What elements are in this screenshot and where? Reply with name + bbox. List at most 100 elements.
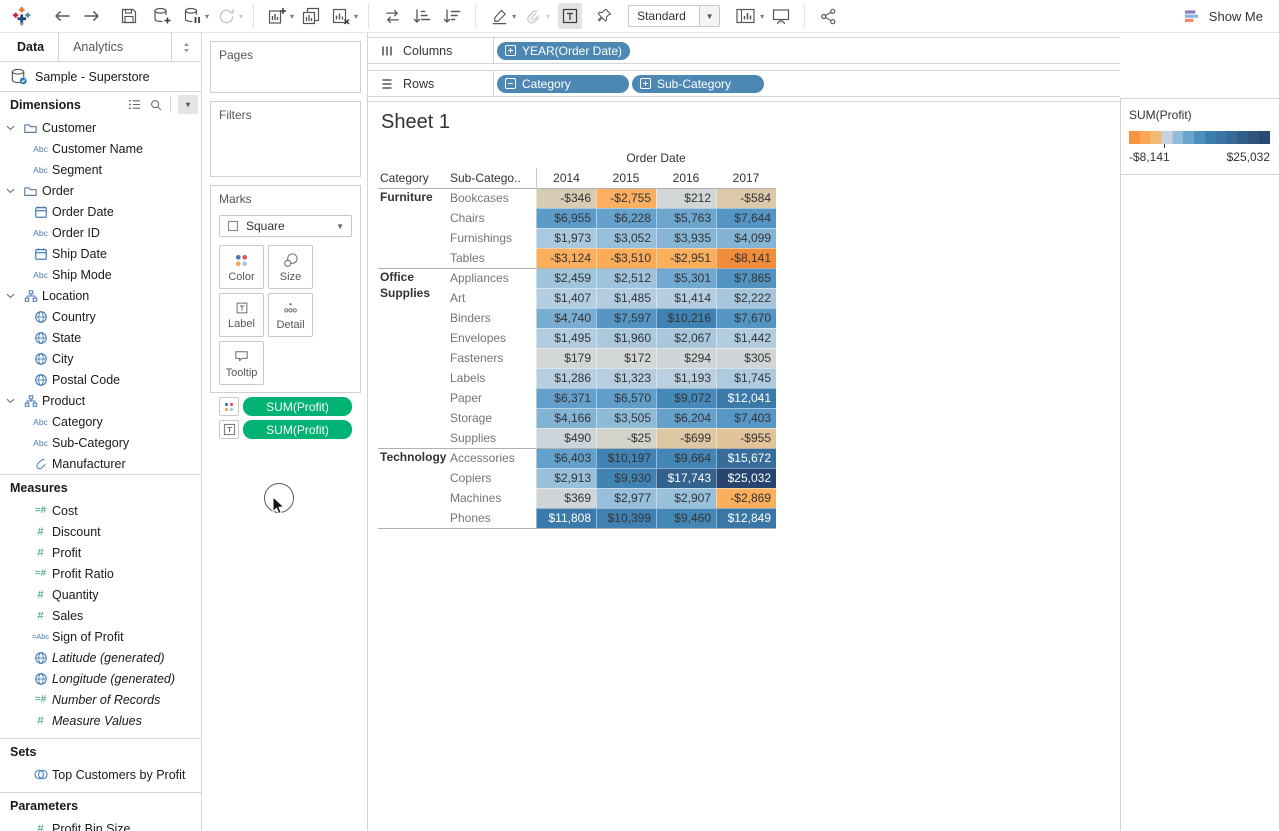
collapse-icon[interactable] — [505, 78, 516, 89]
value-cell[interactable]: $2,913 — [536, 468, 596, 488]
column-header-year[interactable]: 2015 — [612, 171, 640, 185]
value-cell[interactable]: $11,808 — [536, 508, 596, 528]
field-category[interactable]: Abc Category — [0, 411, 201, 432]
legend-gradient[interactable] — [1129, 131, 1270, 148]
row-subcategory-label[interactable]: Copiers — [450, 470, 492, 485]
highlight-button[interactable] — [487, 3, 511, 29]
value-cell[interactable]: $6,204 — [656, 408, 716, 428]
value-cell[interactable]: $2,222 — [716, 288, 776, 308]
share-workbook-button[interactable] — [816, 3, 840, 29]
field-postal-code[interactable]: Postal Code — [0, 369, 201, 390]
value-cell[interactable]: $1,407 — [536, 288, 596, 308]
value-cell[interactable]: $7,403 — [716, 408, 776, 428]
value-cell[interactable]: $12,041 — [716, 388, 776, 408]
find-field-icon[interactable] — [149, 98, 163, 112]
redo-button[interactable] — [80, 3, 104, 29]
field-customer-name[interactable]: Abc Customer Name — [0, 138, 201, 159]
row-subcategory-label[interactable]: Storage — [450, 410, 493, 425]
row-subcategory-label[interactable]: Binders — [450, 310, 491, 325]
save-button[interactable] — [117, 3, 141, 29]
field-profit-bin-size[interactable]: # Profit Bin Size — [0, 818, 201, 831]
swap-rows-columns-button[interactable] — [380, 3, 404, 29]
value-cell[interactable]: -$584 — [716, 188, 776, 208]
row-category-label[interactable]: Furniture — [378, 188, 448, 268]
row-subcategory-label[interactable]: Bookcases — [448, 188, 536, 208]
row-category-label[interactable]: Office Supplies — [378, 268, 448, 448]
filters-shelf[interactable]: Filters — [210, 101, 361, 177]
row-subcategory-label[interactable]: Appliances — [448, 268, 536, 288]
value-cell[interactable]: $10,197 — [596, 448, 656, 468]
value-cell[interactable]: $12,849 — [716, 508, 776, 528]
field-profit-ratio[interactable]: =# Profit Ratio — [0, 563, 201, 584]
field-segment[interactable]: Abc Segment — [0, 159, 201, 180]
value-cell[interactable]: $5,301 — [656, 268, 716, 288]
value-cell[interactable]: $6,570 — [596, 388, 656, 408]
value-cell[interactable]: $1,973 — [536, 228, 596, 248]
field-order-date[interactable]: Order Date — [0, 201, 201, 222]
color-button[interactable]: Color — [219, 245, 264, 289]
columns-shelf[interactable]: Columns YEAR(Order Date) — [368, 37, 1120, 64]
value-cell[interactable]: $212 — [656, 188, 716, 208]
value-cell[interactable]: $305 — [716, 348, 776, 368]
clear-sheet-button[interactable] — [329, 3, 353, 29]
value-cell[interactable]: $5,763 — [656, 208, 716, 228]
value-cell[interactable]: $1,323 — [596, 368, 656, 388]
column-header-year[interactable]: 2017 — [732, 171, 760, 185]
pill-category[interactable]: Category — [497, 74, 629, 93]
new-worksheet-button[interactable] — [265, 3, 289, 29]
pill-year-order-date[interactable]: YEAR(Order Date) — [497, 41, 631, 60]
value-cell[interactable]: $1,485 — [596, 288, 656, 308]
value-cell[interactable]: $4,740 — [536, 308, 596, 328]
field-sub-category[interactable]: Abc Sub-Category — [0, 432, 201, 453]
value-cell[interactable]: $4,166 — [536, 408, 596, 428]
value-cell[interactable]: $1,286 — [536, 368, 596, 388]
view-as-list-icon[interactable] — [127, 98, 142, 111]
pane-sort-button[interactable] — [171, 33, 201, 61]
duplicate-sheet-button[interactable] — [299, 3, 323, 29]
value-cell[interactable]: $1,495 — [536, 328, 596, 348]
tableau-logo-icon[interactable] — [12, 6, 31, 26]
show-hide-cards-button[interactable] — [733, 3, 759, 29]
sort-ascending-button[interactable] — [410, 3, 434, 29]
value-cell[interactable]: -$2,755 — [596, 188, 656, 208]
tooltip-button[interactable]: Tooltip — [219, 341, 264, 385]
row-subcategory-label[interactable]: Art — [450, 290, 466, 305]
row-subcategory-label[interactable]: Supplies — [450, 430, 497, 445]
field-ship-date[interactable]: Ship Date — [0, 243, 201, 264]
value-cell[interactable]: -$3,510 — [596, 248, 656, 268]
value-cell[interactable]: $2,512 — [596, 268, 656, 288]
value-cell[interactable]: $1,960 — [596, 328, 656, 348]
value-cell[interactable]: $294 — [656, 348, 716, 368]
field-location[interactable]: Location — [0, 285, 201, 306]
rows-shelf[interactable]: Rows Category Sub-Category — [368, 70, 1120, 97]
highlight-caret-icon[interactable]: ▾ — [512, 11, 517, 21]
datasource-row[interactable]: Sample - Superstore — [0, 62, 201, 91]
row-subcategory-label[interactable]: Accessories — [448, 448, 536, 468]
value-cell[interactable]: $7,670 — [716, 308, 776, 328]
field-top-customers-by-profit[interactable]: Top Customers by Profit — [0, 764, 201, 785]
row-subcategory-label[interactable]: Chairs — [450, 210, 485, 225]
value-cell[interactable]: $1,414 — [656, 288, 716, 308]
color-target-icon[interactable] — [219, 397, 239, 416]
color-legend-card[interactable]: SUM(Profit) -$8,141 $25,032 — [1120, 98, 1279, 175]
value-cell[interactable]: -$2,869 — [716, 488, 776, 508]
clear-sheet-caret-icon[interactable]: ▾ — [354, 11, 359, 21]
field-product[interactable]: Product — [0, 390, 201, 411]
value-cell[interactable]: $179 — [536, 348, 596, 368]
field-quantity[interactable]: # Quantity — [0, 584, 201, 605]
value-cell[interactable]: $10,399 — [596, 508, 656, 528]
value-cell[interactable]: $2,459 — [536, 268, 596, 288]
row-subcategory-label[interactable]: Tables — [450, 250, 485, 265]
field-profit[interactable]: # Profit — [0, 542, 201, 563]
chevron-down-icon[interactable] — [6, 293, 19, 299]
value-cell[interactable]: $172 — [596, 348, 656, 368]
label-button[interactable]: Label — [219, 293, 264, 337]
value-cell[interactable]: $9,664 — [656, 448, 716, 468]
value-cell[interactable]: -$25 — [596, 428, 656, 448]
column-header-year[interactable]: 2016 — [672, 171, 700, 185]
value-cell[interactable]: $369 — [536, 488, 596, 508]
detail-button[interactable]: Detail — [268, 293, 313, 337]
field-latitude-generated[interactable]: Latitude (generated) — [0, 647, 201, 668]
row-subcategory-label[interactable]: Labels — [450, 370, 486, 385]
row-subcategory-label[interactable]: Paper — [450, 390, 483, 405]
